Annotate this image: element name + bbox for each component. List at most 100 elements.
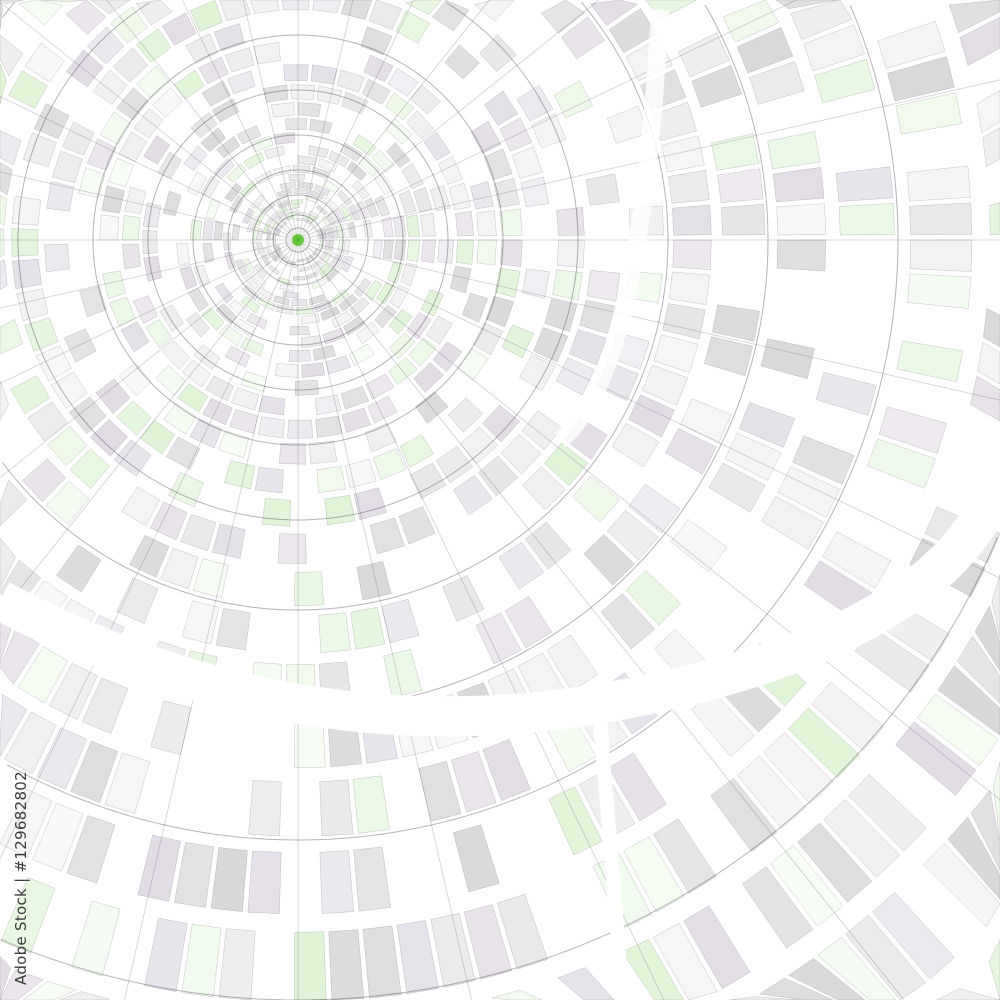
texture-cell: [216, 136, 241, 159]
texture-cell: [623, 836, 685, 913]
texture-cell: [775, 0, 838, 10]
texture-cell: [776, 239, 827, 272]
texture-cell: [198, 56, 229, 85]
texture-cell: [18, 0, 63, 26]
texture-cell: [292, 276, 306, 281]
texture-cell: [372, 239, 383, 259]
texture-cell: [277, 214, 288, 223]
texture-cell: [279, 181, 296, 190]
texture-cell: [311, 279, 327, 290]
texture-cell: [290, 199, 304, 204]
texture-cell: [215, 303, 238, 325]
texture-cell: [552, 269, 583, 301]
texture-cell: [65, 49, 104, 88]
texture-cell: [322, 179, 340, 194]
texture-cell: [304, 216, 314, 223]
texture-cell: [668, 169, 710, 204]
texture-cell: [305, 256, 315, 264]
texture-cell: [325, 268, 340, 283]
texture-cell: [143, 256, 162, 282]
texture-cell: [350, 607, 386, 650]
texture-cell: [310, 260, 321, 269]
radial-line: [297, 0, 490, 241]
texture-cell: [133, 107, 164, 139]
radial-line: [297, 0, 354, 241]
texture-cell: [429, 185, 451, 212]
texture-cell: [341, 407, 371, 433]
texture-cell: [353, 846, 391, 912]
texture-cell: [474, 0, 515, 22]
texture-cell: [947, 816, 1000, 900]
texture-cell: [670, 518, 728, 573]
texture-cell: [189, 0, 224, 32]
texture-cell: [385, 118, 413, 145]
texture-cell: [822, 531, 892, 589]
texture-cell: [336, 69, 365, 93]
texture-cell: [297, 181, 314, 189]
texture-cell: [301, 362, 326, 378]
texture-cell: [10, 375, 51, 415]
texture-cell: [309, 440, 338, 465]
texture-cell: [586, 270, 621, 302]
texture-cell: [341, 91, 369, 115]
texture-cell: [307, 213, 318, 222]
texture-cell: [240, 371, 267, 392]
texture-cell: [322, 251, 332, 264]
texture-cell: [248, 780, 282, 837]
texture-cell: [387, 67, 419, 97]
texture-cell: [319, 850, 354, 914]
texture-cell: [482, 738, 531, 801]
texture-cell: [50, 371, 88, 409]
texture-cell: [628, 483, 681, 534]
texture-cell: [325, 239, 330, 251]
texture-cell: [371, 149, 395, 173]
texture-cell: [16, 288, 49, 322]
texture-cell: [520, 176, 550, 208]
texture-cell: [276, 227, 282, 237]
texture-cell: [269, 230, 275, 241]
texture-cell: [66, 815, 116, 884]
texture-cell: [274, 363, 299, 378]
texture-cell: [504, 596, 553, 649]
ring-arc: [92, 34, 504, 446]
texture-cell: [420, 212, 436, 237]
texture-cell: [413, 362, 444, 393]
texture-cell: [190, 112, 218, 139]
texture-cell: [272, 165, 291, 177]
texture-cell: [381, 216, 394, 238]
texture-cell: [360, 26, 393, 56]
texture-cell: [386, 142, 411, 168]
texture-cell: [385, 92, 415, 121]
texture-cell: [395, 10, 431, 44]
texture-cell: [0, 537, 16, 589]
texture-cell: [65, 0, 107, 35]
texture-cell: [311, 166, 330, 179]
texture-cell: [323, 196, 338, 210]
texture-cell: [254, 212, 266, 227]
texture-cell: [263, 145, 285, 160]
texture-cell: [165, 436, 201, 470]
texture-cell: [231, 387, 260, 411]
texture-cell: [273, 132, 295, 145]
texture-cell: [540, 0, 586, 34]
radial-line: [297, 239, 1000, 401]
texture-cell: [544, 298, 578, 332]
ring-arc: [227, 169, 369, 311]
texture-cell: [983, 308, 1000, 348]
texture-cell: [561, 16, 605, 60]
texture-cell: [256, 286, 274, 301]
texture-cell: [296, 258, 306, 263]
texture-cell: [300, 313, 321, 325]
texture-cell: [328, 239, 335, 252]
texture-cell: [569, 329, 607, 366]
texture-cell: [909, 239, 973, 272]
texture-cell: [406, 239, 421, 262]
texture-cell: [224, 251, 237, 271]
texture-cell: [311, 223, 318, 232]
texture-cell: [991, 574, 1000, 638]
texture-cell: [329, 210, 341, 225]
texture-cell: [398, 506, 436, 545]
texture-cell: [680, 398, 732, 443]
texture-cell: [257, 227, 264, 241]
texture-cell: [0, 162, 13, 196]
